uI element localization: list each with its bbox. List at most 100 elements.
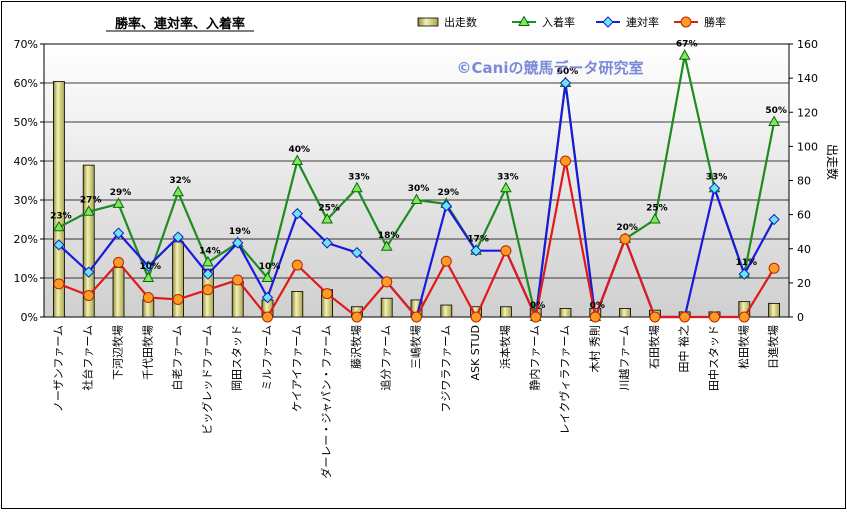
data-label: 0%	[590, 301, 605, 311]
y2-tick-label: 100	[797, 140, 818, 153]
data-label: 33%	[348, 172, 370, 182]
point-circle	[500, 245, 512, 257]
point-diamond	[559, 77, 572, 89]
point-diamond	[291, 207, 304, 220]
bar	[82, 164, 95, 318]
point-circle	[738, 311, 750, 323]
x-tick-label: 松田牧場	[736, 325, 750, 369]
data-label: 30%	[408, 184, 430, 194]
chart-title: 勝率、連対率、入着率	[115, 16, 245, 32]
point-diamond	[261, 291, 274, 304]
point-diamond	[602, 16, 614, 28]
x-tick-label: 静内ファーム	[528, 325, 542, 391]
x-tick-label: ダーレー・ジャパン・ファーム	[319, 325, 333, 479]
data-label: 40%	[289, 145, 311, 155]
point-circle	[83, 290, 95, 302]
data-label: 19%	[229, 227, 251, 237]
point-triangle	[518, 15, 530, 26]
y2-tick-label: 40	[797, 243, 811, 256]
x-tick-label: 追分ファーム	[379, 325, 393, 391]
data-label: 29%	[110, 188, 132, 198]
legend-swatch	[417, 17, 439, 27]
x-tick-label: ASK STUD	[469, 325, 482, 380]
bar	[380, 297, 393, 318]
data-label: 17%	[467, 235, 489, 245]
bar	[112, 267, 125, 318]
plot-area	[43, 43, 790, 318]
point-triangle	[678, 49, 691, 60]
legend-label: 勝率	[704, 15, 726, 29]
legend-label: 連対率	[626, 15, 659, 29]
point-diamond	[82, 266, 95, 278]
point-circle	[113, 256, 124, 268]
point-circle	[560, 155, 571, 167]
point-circle	[232, 274, 244, 286]
point-triangle	[649, 212, 661, 224]
bar	[291, 291, 304, 318]
x-tick-label: 石田牧場	[647, 325, 661, 369]
data-label: 10%	[259, 262, 281, 272]
point-diamond	[440, 200, 453, 212]
point-circle	[440, 255, 452, 267]
point-diamond	[231, 237, 244, 249]
x-tick-label: ミルファーム	[261, 325, 274, 391]
point-triangle	[112, 197, 125, 208]
y2-tick-label: 80	[797, 175, 811, 188]
point-triangle	[380, 240, 393, 251]
y-tick-label: 0%	[21, 311, 38, 324]
data-label: 25%	[646, 204, 668, 214]
point-triangle	[202, 255, 214, 267]
point-diamond	[351, 246, 363, 259]
legend-label: 入着率	[542, 15, 575, 29]
x-tick-label: 藤沢牧場	[349, 325, 363, 369]
x-tick-label: 田中 裕之	[677, 325, 691, 373]
point-diamond	[53, 239, 65, 251]
data-label: 0%	[530, 301, 545, 311]
bar	[172, 241, 185, 318]
y2-tick-label: 20	[797, 277, 811, 290]
data-label: 10%	[140, 262, 162, 272]
x-tick-label: 浜本牧場	[498, 325, 512, 369]
point-diamond	[768, 213, 780, 226]
x-tick-label: 千代田牧場	[140, 325, 154, 380]
point-circle	[411, 311, 422, 323]
y-tick-label: 50%	[14, 116, 38, 129]
y-tick-label: 40%	[14, 155, 38, 168]
point-circle	[619, 233, 631, 245]
data-label: 67%	[676, 40, 698, 50]
point-diamond	[142, 260, 155, 273]
data-label: 60%	[557, 67, 579, 77]
legend-label: 出走数	[444, 15, 477, 29]
data-label: 25%	[318, 204, 340, 214]
bar	[499, 306, 512, 318]
point-circle	[768, 262, 780, 274]
point-diamond	[321, 237, 333, 249]
point-circle	[321, 288, 333, 300]
bar	[768, 302, 780, 318]
x-tick-label: 社台ファーム	[81, 325, 95, 391]
point-diamond	[708, 182, 721, 195]
y-tick-label: 70%	[14, 38, 38, 51]
y-tick-label: 10%	[14, 272, 38, 285]
point-diamond	[112, 227, 125, 239]
data-label: 27%	[80, 196, 102, 206]
data-label: 33%	[497, 172, 519, 182]
point-circle	[291, 259, 303, 271]
point-circle	[680, 16, 692, 28]
point-circle	[679, 311, 691, 323]
x-tick-label: フジワラファーム	[439, 325, 452, 413]
x-tick-label: 日進牧場	[766, 325, 780, 369]
data-label: 29%	[438, 188, 460, 198]
point-triangle	[142, 271, 155, 282]
y2-axis-title: 出走数	[825, 144, 840, 180]
x-tick-label: 白老ファーム	[170, 325, 184, 391]
data-label: 23%	[50, 211, 72, 221]
point-circle	[202, 284, 214, 296]
bar	[619, 308, 631, 318]
point-triangle	[261, 271, 274, 282]
point-circle	[709, 311, 720, 323]
point-triangle	[82, 205, 95, 216]
watermark: ©Caniの競馬データ研究室	[457, 59, 644, 77]
